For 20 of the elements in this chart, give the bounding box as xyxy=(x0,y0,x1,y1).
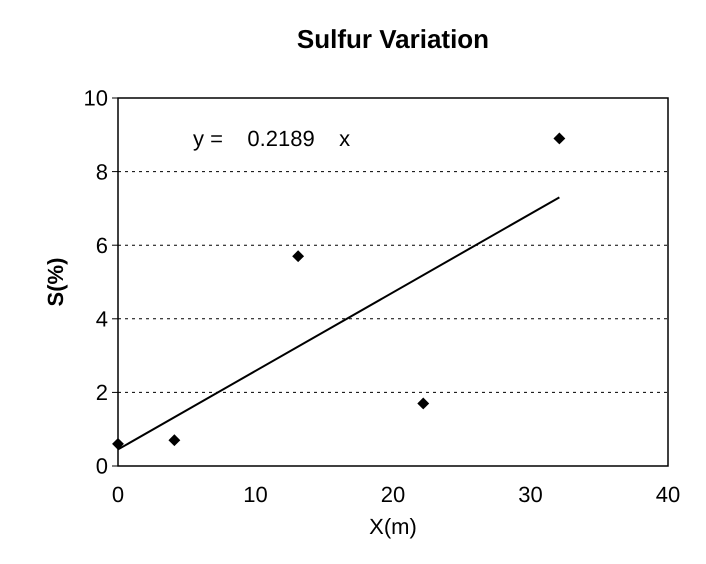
x-tick-label: 30 xyxy=(518,482,543,507)
annotation: y = 0.2189 x xyxy=(193,126,350,151)
point xyxy=(168,434,180,446)
y-tick-label: 4 xyxy=(96,306,108,332)
point xyxy=(553,132,566,144)
y-axis-title: S(%) xyxy=(43,258,68,306)
point xyxy=(417,398,430,410)
x-axis-title: X(m) xyxy=(369,514,417,539)
y-tick-label: 2 xyxy=(96,380,108,406)
y-tick-label: 0 xyxy=(96,454,108,479)
chart-title: Sulfur Variation xyxy=(296,24,490,54)
y-tick-label: 10 xyxy=(84,86,108,111)
x-tick-label: 40 xyxy=(656,482,680,507)
y-tick-label: 8 xyxy=(96,159,108,184)
x-tick-label: 0 xyxy=(112,482,124,507)
point xyxy=(112,438,124,450)
point xyxy=(292,250,304,262)
y-tick-label: 6 xyxy=(96,232,108,258)
x-tick-label: 20 xyxy=(380,482,406,507)
x-tick-label: 10 xyxy=(243,482,268,507)
